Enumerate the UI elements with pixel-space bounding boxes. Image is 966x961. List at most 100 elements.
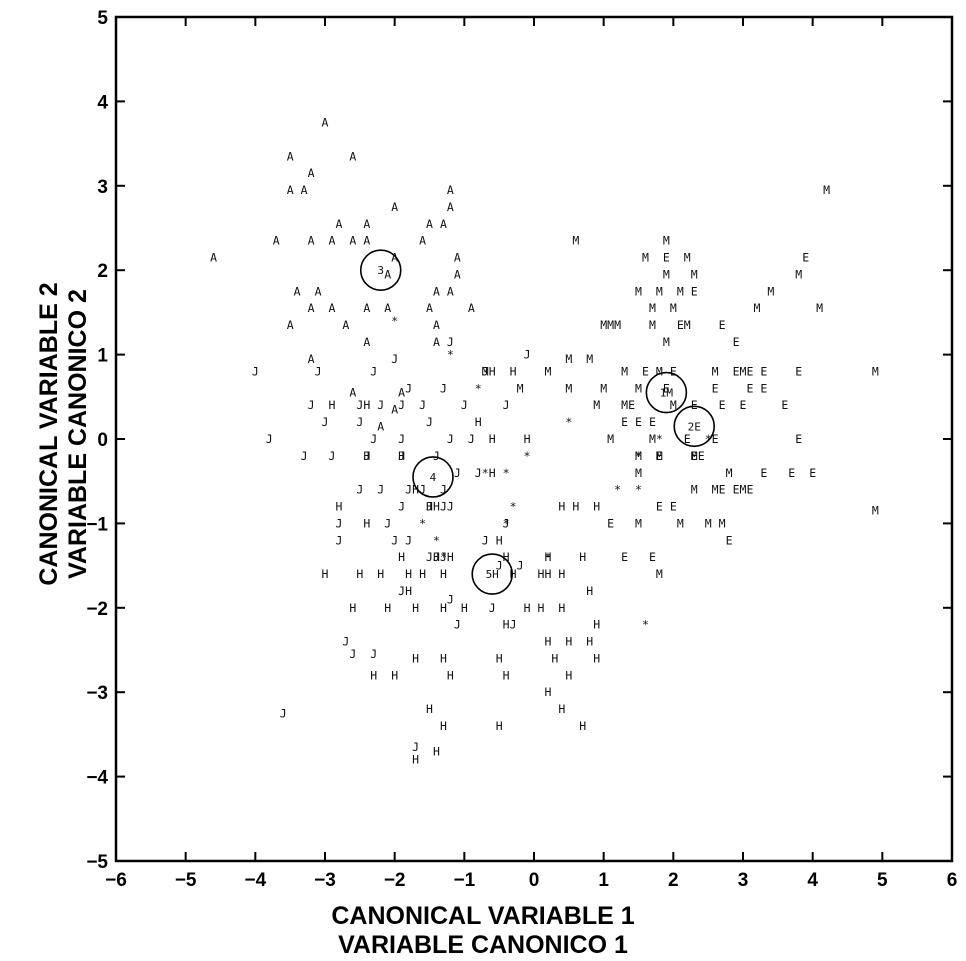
point-j: J (461, 398, 468, 412)
point-m: M (684, 318, 691, 332)
point-m: M (544, 364, 551, 378)
point-j: J (363, 449, 370, 463)
point-h: H (433, 744, 440, 758)
point-j: J (356, 483, 363, 497)
point-e: E (691, 284, 698, 298)
point-j: J (370, 647, 377, 661)
point-h: H (363, 449, 370, 463)
point-j: J (384, 516, 391, 530)
point-h: H (510, 567, 517, 581)
y-tick-label: −2 (86, 599, 108, 620)
point-m: M (753, 301, 760, 315)
point-j: J (349, 647, 356, 661)
point-j: J (433, 550, 440, 564)
point-a: A (447, 183, 454, 197)
point-h: H (328, 398, 335, 412)
point-a: A (287, 318, 294, 332)
point-m: M (565, 381, 572, 395)
point-m: M (635, 284, 642, 298)
point-j: J (419, 398, 426, 412)
point-m: M (677, 516, 684, 530)
centroid-circle (471, 553, 514, 595)
point-h: H (405, 567, 412, 581)
point-j: J (322, 415, 329, 429)
point-a: A (419, 234, 426, 248)
y-tick-label: −5 (86, 852, 108, 873)
point-m: M (607, 432, 614, 446)
point-e: E (733, 335, 740, 349)
point-e: E (726, 533, 733, 547)
point-j: J (391, 352, 398, 366)
point-e: E (698, 449, 705, 463)
point-j: J (426, 500, 433, 514)
point-h: H (349, 601, 356, 615)
x-tick-label: −2 (384, 870, 406, 891)
point-star: * (635, 449, 642, 463)
point-star: * (503, 466, 510, 480)
point-j: J (475, 466, 482, 480)
point-a: A (315, 284, 322, 298)
point-e: E (649, 415, 656, 429)
point-a: A (391, 251, 398, 265)
point-e: E (788, 466, 795, 480)
point-j: J (503, 516, 510, 530)
point-star: * (656, 432, 663, 446)
point-j: J (419, 483, 426, 497)
point-h: H (537, 601, 544, 615)
point-h: H (503, 618, 510, 632)
point-j: J (426, 415, 433, 429)
point-h: H (558, 500, 565, 514)
centroid-label: 2E (688, 420, 701, 433)
point-a: A (301, 183, 308, 197)
point-e: E (691, 449, 698, 463)
point-a: A (273, 234, 280, 248)
point-e: E (781, 398, 788, 412)
point-h: H (335, 500, 342, 514)
point-j: J (440, 550, 447, 564)
point-h: H (370, 668, 377, 682)
point-a: A (377, 419, 384, 433)
point-star: * (475, 381, 482, 395)
point-j: J (391, 533, 398, 547)
point-star: * (510, 500, 517, 514)
point-h: H (593, 500, 600, 514)
x-tick-label: 1 (598, 870, 609, 891)
point-h: H (586, 635, 593, 649)
point-e: E (712, 432, 719, 446)
x-axis-title: CANONICAL VARIABLE 1 VARIABLE CANONICO 1 (0, 902, 966, 960)
point-j: J (398, 584, 405, 598)
point-star: * (503, 516, 510, 530)
centroid-circle (673, 405, 716, 448)
point-a: A (447, 284, 454, 298)
point-m: M (823, 183, 830, 197)
point-m: M (635, 516, 642, 530)
point-j: J (280, 706, 287, 720)
point-m: M (621, 398, 628, 412)
point-e: E (712, 381, 719, 395)
point-m: M (816, 301, 823, 315)
point-j: J (447, 335, 454, 349)
point-h: H (496, 651, 503, 665)
point-m: M (712, 364, 719, 378)
point-e: E (760, 381, 767, 395)
point-j: J (454, 466, 461, 480)
point-a: A (349, 386, 356, 400)
point-j: J (356, 398, 363, 412)
point-m: M (586, 352, 593, 366)
point-j: J (335, 533, 342, 547)
point-h: H (489, 432, 496, 446)
point-a: A (398, 386, 405, 400)
point-h: H (440, 601, 447, 615)
point-m: M (740, 364, 747, 378)
point-a: A (287, 183, 294, 197)
point-m: M (726, 466, 733, 480)
point-j: J (301, 449, 308, 463)
point-m: M (565, 352, 572, 366)
point-m: M (635, 381, 642, 395)
point-m: M (614, 318, 621, 332)
point-h: H (363, 516, 370, 530)
point-star: * (705, 432, 712, 446)
point-j: J (398, 500, 405, 514)
point-h: H (433, 500, 440, 514)
